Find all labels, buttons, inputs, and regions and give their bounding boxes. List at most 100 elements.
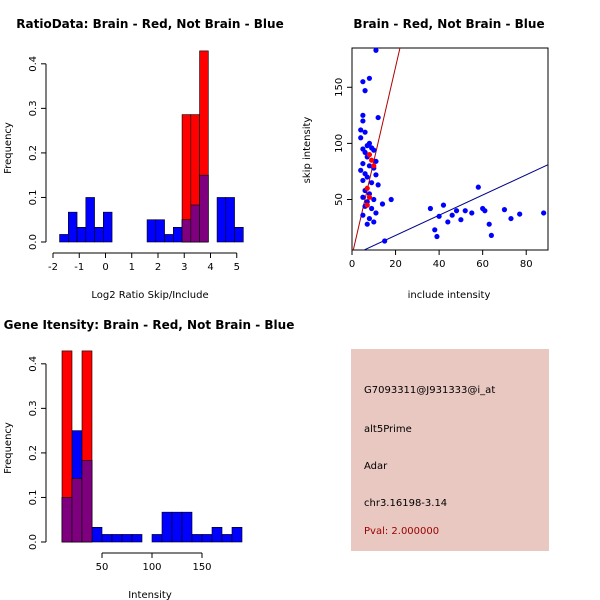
point-not-brain (508, 215, 514, 222)
x-tick-label: -2 (48, 262, 58, 273)
intensity-scatter-panel: Brain - Red, Not Brain - Blue include in… (302, 17, 549, 301)
point-not-brain (440, 202, 447, 208)
point-not-brain (379, 201, 386, 207)
x-tick-label: 50 (96, 562, 109, 573)
point-not-brain (373, 210, 379, 216)
point-not-brain (436, 213, 442, 219)
x-tick-label: 3 (181, 262, 187, 273)
point-brain (364, 202, 370, 208)
intensity-scatter-ylabel: skip intensity (302, 117, 313, 184)
point-not-brain (358, 167, 364, 173)
bar-overlap (61, 497, 73, 543)
point-brain (366, 194, 373, 200)
point-not-brain (362, 88, 368, 94)
bar-not-brain (91, 526, 103, 543)
point-not-brain (371, 196, 377, 203)
x-tick-label: 5 (234, 262, 240, 273)
intensity-histogram-ylabel: Frequency (3, 422, 14, 474)
bar-not-brain (59, 234, 69, 243)
y-tick-label: 150 (334, 78, 345, 97)
point-not-brain (366, 140, 373, 146)
intensity-scatter-xlabel: include intensity (408, 290, 491, 301)
x-tick-label: 100 (142, 562, 161, 573)
y-tick-label: 0.0 (28, 534, 39, 550)
point-not-brain (360, 118, 366, 124)
y-tick-label: 0.1 (28, 190, 39, 206)
ratio-histogram-title: RatioData: Brain - Red, Not Brain - Blue (16, 17, 283, 31)
intensity-histogram-xlabel: Intensity (128, 590, 172, 600)
y-tick-label: 0.1 (28, 490, 39, 506)
event-type-text: alt5Prime (364, 424, 412, 435)
x-tick-label: -1 (74, 262, 84, 273)
point-not-brain (382, 238, 388, 244)
bar-overlap (81, 460, 93, 543)
x-tick-label: 80 (520, 259, 533, 270)
point-not-brain (369, 205, 375, 212)
point-not-brain (360, 160, 366, 167)
point-not-brain (373, 47, 379, 53)
bar-not-brain (111, 534, 123, 543)
bar-not-brain (221, 534, 233, 543)
bar-not-brain (155, 219, 165, 243)
bar-not-brain (103, 211, 113, 243)
point-not-brain (358, 135, 364, 141)
point-not-brain (449, 212, 455, 218)
point-not-brain (373, 172, 379, 178)
point-not-brain (362, 149, 368, 155)
bar-not-brain (76, 227, 87, 243)
y-tick-label: 0.4 (28, 356, 39, 372)
point-not-brain (373, 158, 379, 164)
bar-overlap (181, 219, 192, 243)
y-tick-label: 50 (334, 193, 345, 206)
bar-not-brain (94, 227, 104, 243)
x-tick-label: 4 (207, 262, 213, 273)
point-not-brain (371, 147, 377, 153)
point-not-brain (358, 127, 364, 133)
pval-text: Pval: 2.000000 (364, 526, 440, 537)
bar-not-brain (161, 511, 173, 543)
point-not-brain (360, 177, 366, 184)
point-brain (369, 157, 375, 163)
point-not-brain (517, 211, 523, 217)
bar-overlap (199, 174, 209, 243)
point-not-brain (432, 227, 438, 233)
bar-not-brain (173, 227, 183, 243)
point-not-brain (541, 210, 547, 216)
bar-not-brain (201, 534, 213, 543)
bar-not-brain (171, 511, 183, 543)
x-tick-label: 150 (192, 562, 211, 573)
point-not-brain (488, 232, 494, 239)
y-tick-label: 0.2 (28, 445, 39, 461)
location-text: chr3.16198-3.14 (364, 498, 448, 509)
point-not-brain (445, 219, 451, 225)
ratio-histogram-ylabel: Frequency (3, 122, 14, 174)
point-not-brain (360, 79, 366, 85)
point-not-brain (434, 233, 440, 240)
point-not-brain (360, 112, 366, 118)
point-not-brain (366, 215, 373, 222)
point-not-brain (486, 221, 492, 227)
y-tick-label: 100 (334, 134, 345, 153)
bar-overlap (71, 477, 83, 543)
point-not-brain (362, 129, 368, 135)
point-not-brain (427, 205, 433, 212)
point-brain (366, 152, 373, 158)
y-tick-label: 0.4 (28, 56, 39, 72)
bar-overlap (190, 204, 200, 243)
point-not-brain (453, 208, 460, 214)
point-not-brain (462, 208, 468, 214)
x-tick-label: 2 (155, 262, 161, 273)
y-tick-label: 0.2 (28, 145, 39, 161)
bar-not-brain (131, 534, 143, 543)
x-tick-label: 0 (349, 259, 355, 270)
bar-not-brain (225, 197, 235, 243)
bar-not-brain (146, 219, 157, 243)
point-not-brain (364, 221, 370, 227)
bar-not-brain (216, 197, 227, 243)
point-not-brain (369, 180, 375, 186)
intensity-histogram-title: Gene Itensity: Brain - Red, Not Brain - … (4, 318, 295, 332)
point-not-brain (366, 163, 373, 169)
x-tick-label: 0 (102, 262, 108, 273)
scatter-plot-box (351, 47, 549, 251)
point-brain (371, 163, 377, 169)
